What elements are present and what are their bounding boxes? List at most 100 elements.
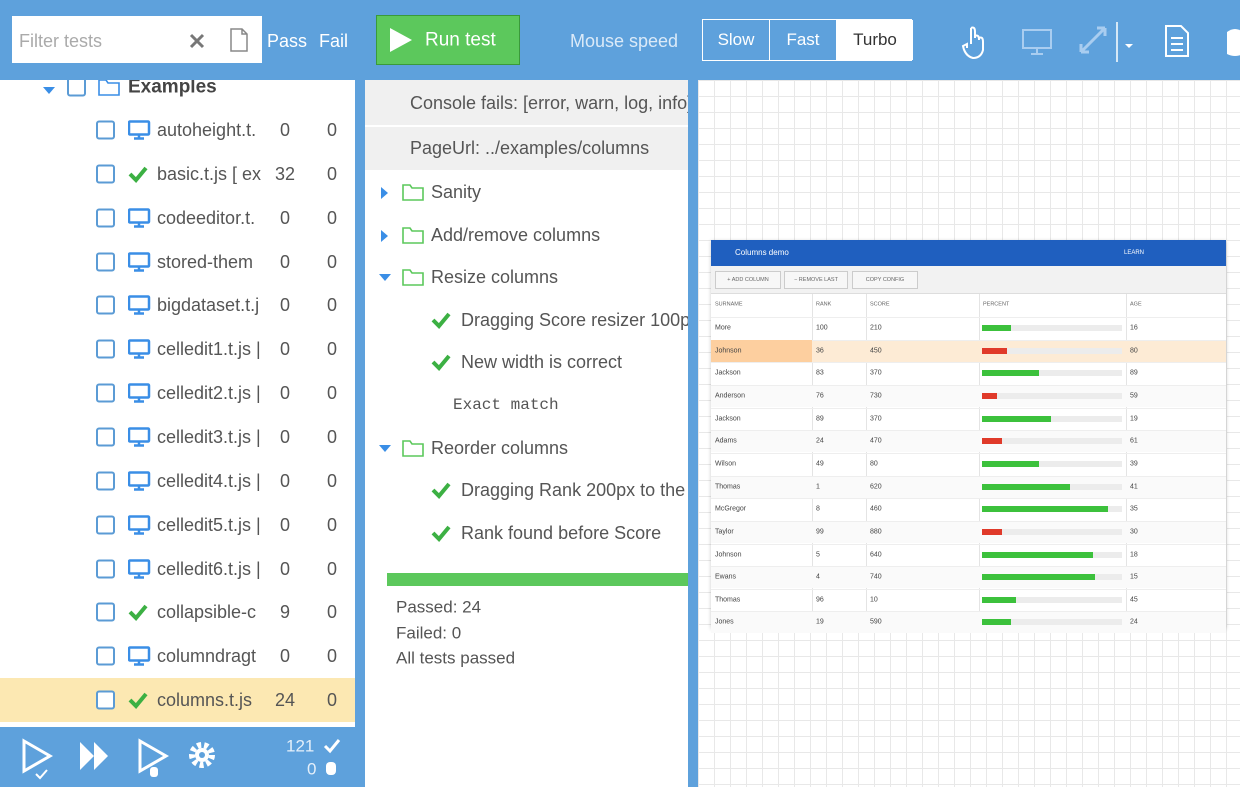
monitor-icon: [127, 339, 151, 360]
test-tree: Examples autoheight.t. 0 0 basic.t.js [ ex 32…: [0, 80, 355, 727]
file-icon[interactable]: [229, 28, 249, 52]
screen-icon[interactable]: [1022, 29, 1052, 55]
table-row[interactable]: [711, 339, 1226, 362]
test-name[interactable]: bigdataset.t.j: [157, 295, 260, 316]
speed-option[interactable]: Turbo: [837, 20, 913, 60]
percent-bar: [982, 370, 1040, 377]
group-title[interactable]: Add/remove columns: [431, 224, 601, 245]
column-header[interactable]: PERCENT: [983, 301, 1010, 308]
folder-name[interactable]: Examples: [128, 80, 217, 98]
app-button[interactable]: COPY CONFIG: [852, 271, 918, 289]
fail-filter[interactable]: Fail: [319, 31, 349, 51]
table-row[interactable]: [711, 362, 1226, 384]
step-text[interactable]: Dragging Rank 200px to the le: [461, 480, 688, 501]
test-name[interactable]: autoheight.t.: [157, 120, 257, 140]
column-header[interactable]: RANK: [816, 301, 832, 308]
test-name[interactable]: celledit6.t.js |: [157, 558, 261, 579]
group-title[interactable]: Resize columns: [431, 267, 559, 288]
column-header[interactable]: SURNAME: [715, 301, 743, 308]
test-name[interactable]: celledit1.t.js |: [157, 339, 261, 360]
table-row[interactable]: [711, 588, 1226, 611]
settings-icon[interactable]: [189, 742, 215, 768]
dropdown-icon[interactable]: [1125, 44, 1133, 48]
surname-cell: Thomas: [715, 483, 741, 491]
step-text[interactable]: New width is correct: [461, 352, 623, 373]
test-name[interactable]: celledit2.t.js |: [157, 383, 261, 404]
run-label[interactable]: Run test: [425, 29, 496, 51]
checkbox[interactable]: [96, 252, 115, 272]
bug-icon[interactable]: [1227, 29, 1240, 56]
step-text[interactable]: Rank found before Score: [461, 522, 662, 543]
table-row[interactable]: [711, 520, 1226, 543]
test-name[interactable]: celledit4.t.js |: [157, 470, 261, 491]
checkbox[interactable]: [96, 295, 115, 315]
test-name[interactable]: collapsible-c: [157, 602, 257, 623]
expand-icon[interactable]: [1079, 26, 1107, 54]
percent-bar: [982, 596, 1016, 603]
group-title[interactable]: Reorder columns: [431, 437, 569, 458]
run-all-icon[interactable]: [22, 738, 54, 780]
app-button[interactable]: + ADD COLUMN: [715, 271, 781, 289]
table-row[interactable]: [711, 611, 1226, 634]
app-button[interactable]: − REMOVE LAST: [784, 271, 848, 289]
checkbox[interactable]: [67, 80, 86, 97]
clear-icon[interactable]: [188, 32, 206, 50]
test-name[interactable]: stored-them: [157, 251, 254, 272]
age-cell: 61: [1130, 437, 1138, 445]
folder-icon: [402, 181, 426, 203]
hand-icon[interactable]: [961, 26, 984, 60]
percent-track: [982, 619, 1122, 626]
checkbox[interactable]: [96, 208, 115, 228]
run-failed-icon[interactable]: [80, 742, 108, 770]
table-row[interactable]: [711, 317, 1226, 339]
step-text[interactable]: Dragging Score resizer 100px: [461, 309, 688, 330]
checkbox[interactable]: [96, 559, 115, 578]
pass-filter[interactable]: Pass: [267, 31, 308, 51]
table-row[interactable]: [711, 407, 1226, 430]
passed-count: 0: [279, 558, 291, 579]
test-name[interactable]: celledit3.t.js |: [157, 426, 261, 447]
test-name[interactable]: columndragt: [157, 646, 257, 667]
checkbox[interactable]: [96, 383, 115, 403]
debug-icon[interactable]: [138, 738, 170, 777]
score-cell: 450: [870, 347, 882, 355]
table-row[interactable]: [711, 475, 1226, 498]
surname-cell: Johnson: [715, 551, 742, 558]
filter-placeholder[interactable]: Filter tests: [19, 31, 103, 51]
report-icon[interactable]: [1165, 25, 1189, 57]
app-header: [711, 240, 1226, 266]
table-row[interactable]: [711, 384, 1226, 407]
table-row[interactable]: [711, 566, 1226, 589]
table-row[interactable]: [711, 430, 1226, 453]
speed-option[interactable]: Slow: [703, 20, 770, 60]
test-name[interactable]: columns.t.js: [157, 690, 253, 711]
pass-icon: [128, 165, 149, 183]
checkbox[interactable]: [96, 690, 115, 710]
table-row[interactable]: [711, 498, 1226, 520]
checkbox[interactable]: [96, 602, 115, 622]
speed-option[interactable]: Fast: [770, 20, 837, 60]
checkbox[interactable]: [96, 471, 115, 491]
score-cell: 10: [870, 596, 878, 604]
table-row[interactable]: [711, 543, 1226, 566]
passed-count: 0: [279, 470, 291, 491]
monitor-icon: [127, 383, 151, 404]
learn-menu[interactable]: LEARN: [1124, 250, 1145, 256]
checkbox[interactable]: [96, 427, 115, 447]
score-cell: 460: [870, 505, 882, 513]
test-name[interactable]: celledit5.t.js |: [157, 514, 261, 535]
selected-row: [0, 678, 355, 723]
test-name[interactable]: codeeditor.t.: [157, 207, 256, 228]
group-title[interactable]: Sanity: [431, 182, 482, 202]
filter-box[interactable]: [12, 16, 262, 63]
column-header[interactable]: SCORE: [870, 301, 890, 308]
test-name[interactable]: basic.t.js [ ex: [157, 163, 262, 184]
surname-cell: McGregor: [715, 505, 747, 513]
checkbox[interactable]: [96, 339, 115, 359]
checkbox[interactable]: [96, 120, 115, 140]
checkbox[interactable]: [96, 515, 115, 535]
checkbox[interactable]: [96, 164, 115, 184]
column-header[interactable]: AGE: [1130, 301, 1142, 308]
table-row[interactable]: [711, 452, 1226, 475]
checkbox[interactable]: [96, 646, 115, 666]
